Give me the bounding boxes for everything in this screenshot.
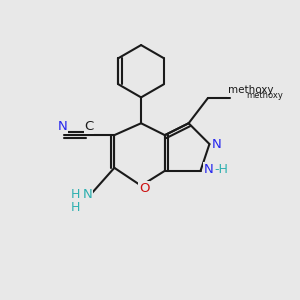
Text: -H: -H	[214, 163, 228, 176]
Text: H: H	[70, 188, 80, 201]
Text: C: C	[84, 120, 94, 133]
Text: N: N	[83, 188, 92, 201]
Text: N: N	[204, 163, 214, 176]
Text: H: H	[70, 202, 80, 214]
Text: methoxy: methoxy	[247, 91, 284, 100]
Text: methoxy: methoxy	[228, 85, 274, 95]
Text: N: N	[57, 120, 67, 133]
Text: N: N	[212, 138, 222, 151]
Text: O: O	[228, 83, 238, 96]
Text: O: O	[139, 182, 149, 195]
